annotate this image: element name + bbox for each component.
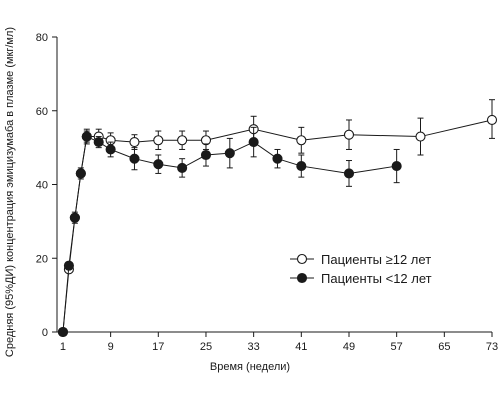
x-tick-label: 25 <box>200 341 212 353</box>
data-point <box>272 153 283 164</box>
data-point <box>248 137 259 148</box>
x-tick-label: 49 <box>343 341 355 353</box>
legend-marker <box>296 253 308 265</box>
data-point <box>296 161 307 172</box>
x-tick-label: 57 <box>391 341 403 353</box>
y-tick-label: 20 <box>36 253 48 265</box>
series-layer <box>57 99 498 338</box>
data-point <box>57 326 69 338</box>
legend-marker <box>296 272 308 284</box>
data-point <box>75 168 86 179</box>
legend-label: Пациенты ≥12 лет <box>321 252 431 267</box>
series-2 <box>57 126 402 338</box>
x-axis-label: Время (недели) <box>210 361 290 373</box>
data-point <box>486 114 498 126</box>
y-ticks: 0 20 40 60 80 <box>36 32 57 339</box>
data-point <box>129 153 140 164</box>
data-point <box>81 131 92 142</box>
data-point <box>153 159 164 170</box>
data-point <box>224 148 235 159</box>
data-point <box>296 135 307 146</box>
data-point <box>343 168 355 179</box>
y-tick-label: 80 <box>36 32 48 44</box>
data-point <box>343 129 355 140</box>
data-point <box>415 131 426 142</box>
x-tick-label: 41 <box>295 341 307 353</box>
data-point <box>391 161 402 172</box>
data-point <box>200 149 212 161</box>
y-tick-label: 40 <box>36 180 48 192</box>
y-axis-label: Средняя (95%ДИ) концентрация эмицизумаба… <box>4 27 16 357</box>
y-tick-label: 60 <box>36 106 48 118</box>
x-tick-label: 65 <box>438 341 450 353</box>
y-tick-label: 0 <box>42 327 48 339</box>
data-point <box>153 135 164 146</box>
legend: Пациенты ≥12 лет Пациенты <12 лет <box>290 252 432 286</box>
data-point <box>69 212 80 223</box>
series-1 <box>57 99 498 338</box>
data-point <box>129 137 140 148</box>
x-tick-label: 9 <box>108 341 114 353</box>
x-tick-label: 17 <box>152 341 164 353</box>
x-tick-label: 73 <box>486 341 498 353</box>
data-point <box>63 260 74 271</box>
data-point <box>177 135 188 146</box>
x-tick-label: 1 <box>60 341 66 353</box>
axes <box>56 37 492 333</box>
legend-label: Пациенты <12 лет <box>321 271 432 286</box>
data-point <box>200 135 212 146</box>
data-point <box>93 137 104 148</box>
x-tick-label: 33 <box>248 341 260 353</box>
data-point <box>105 144 116 155</box>
x-ticks: 1 9 17 25 33 41 49 57 65 73 <box>60 332 498 353</box>
data-point <box>177 162 188 173</box>
